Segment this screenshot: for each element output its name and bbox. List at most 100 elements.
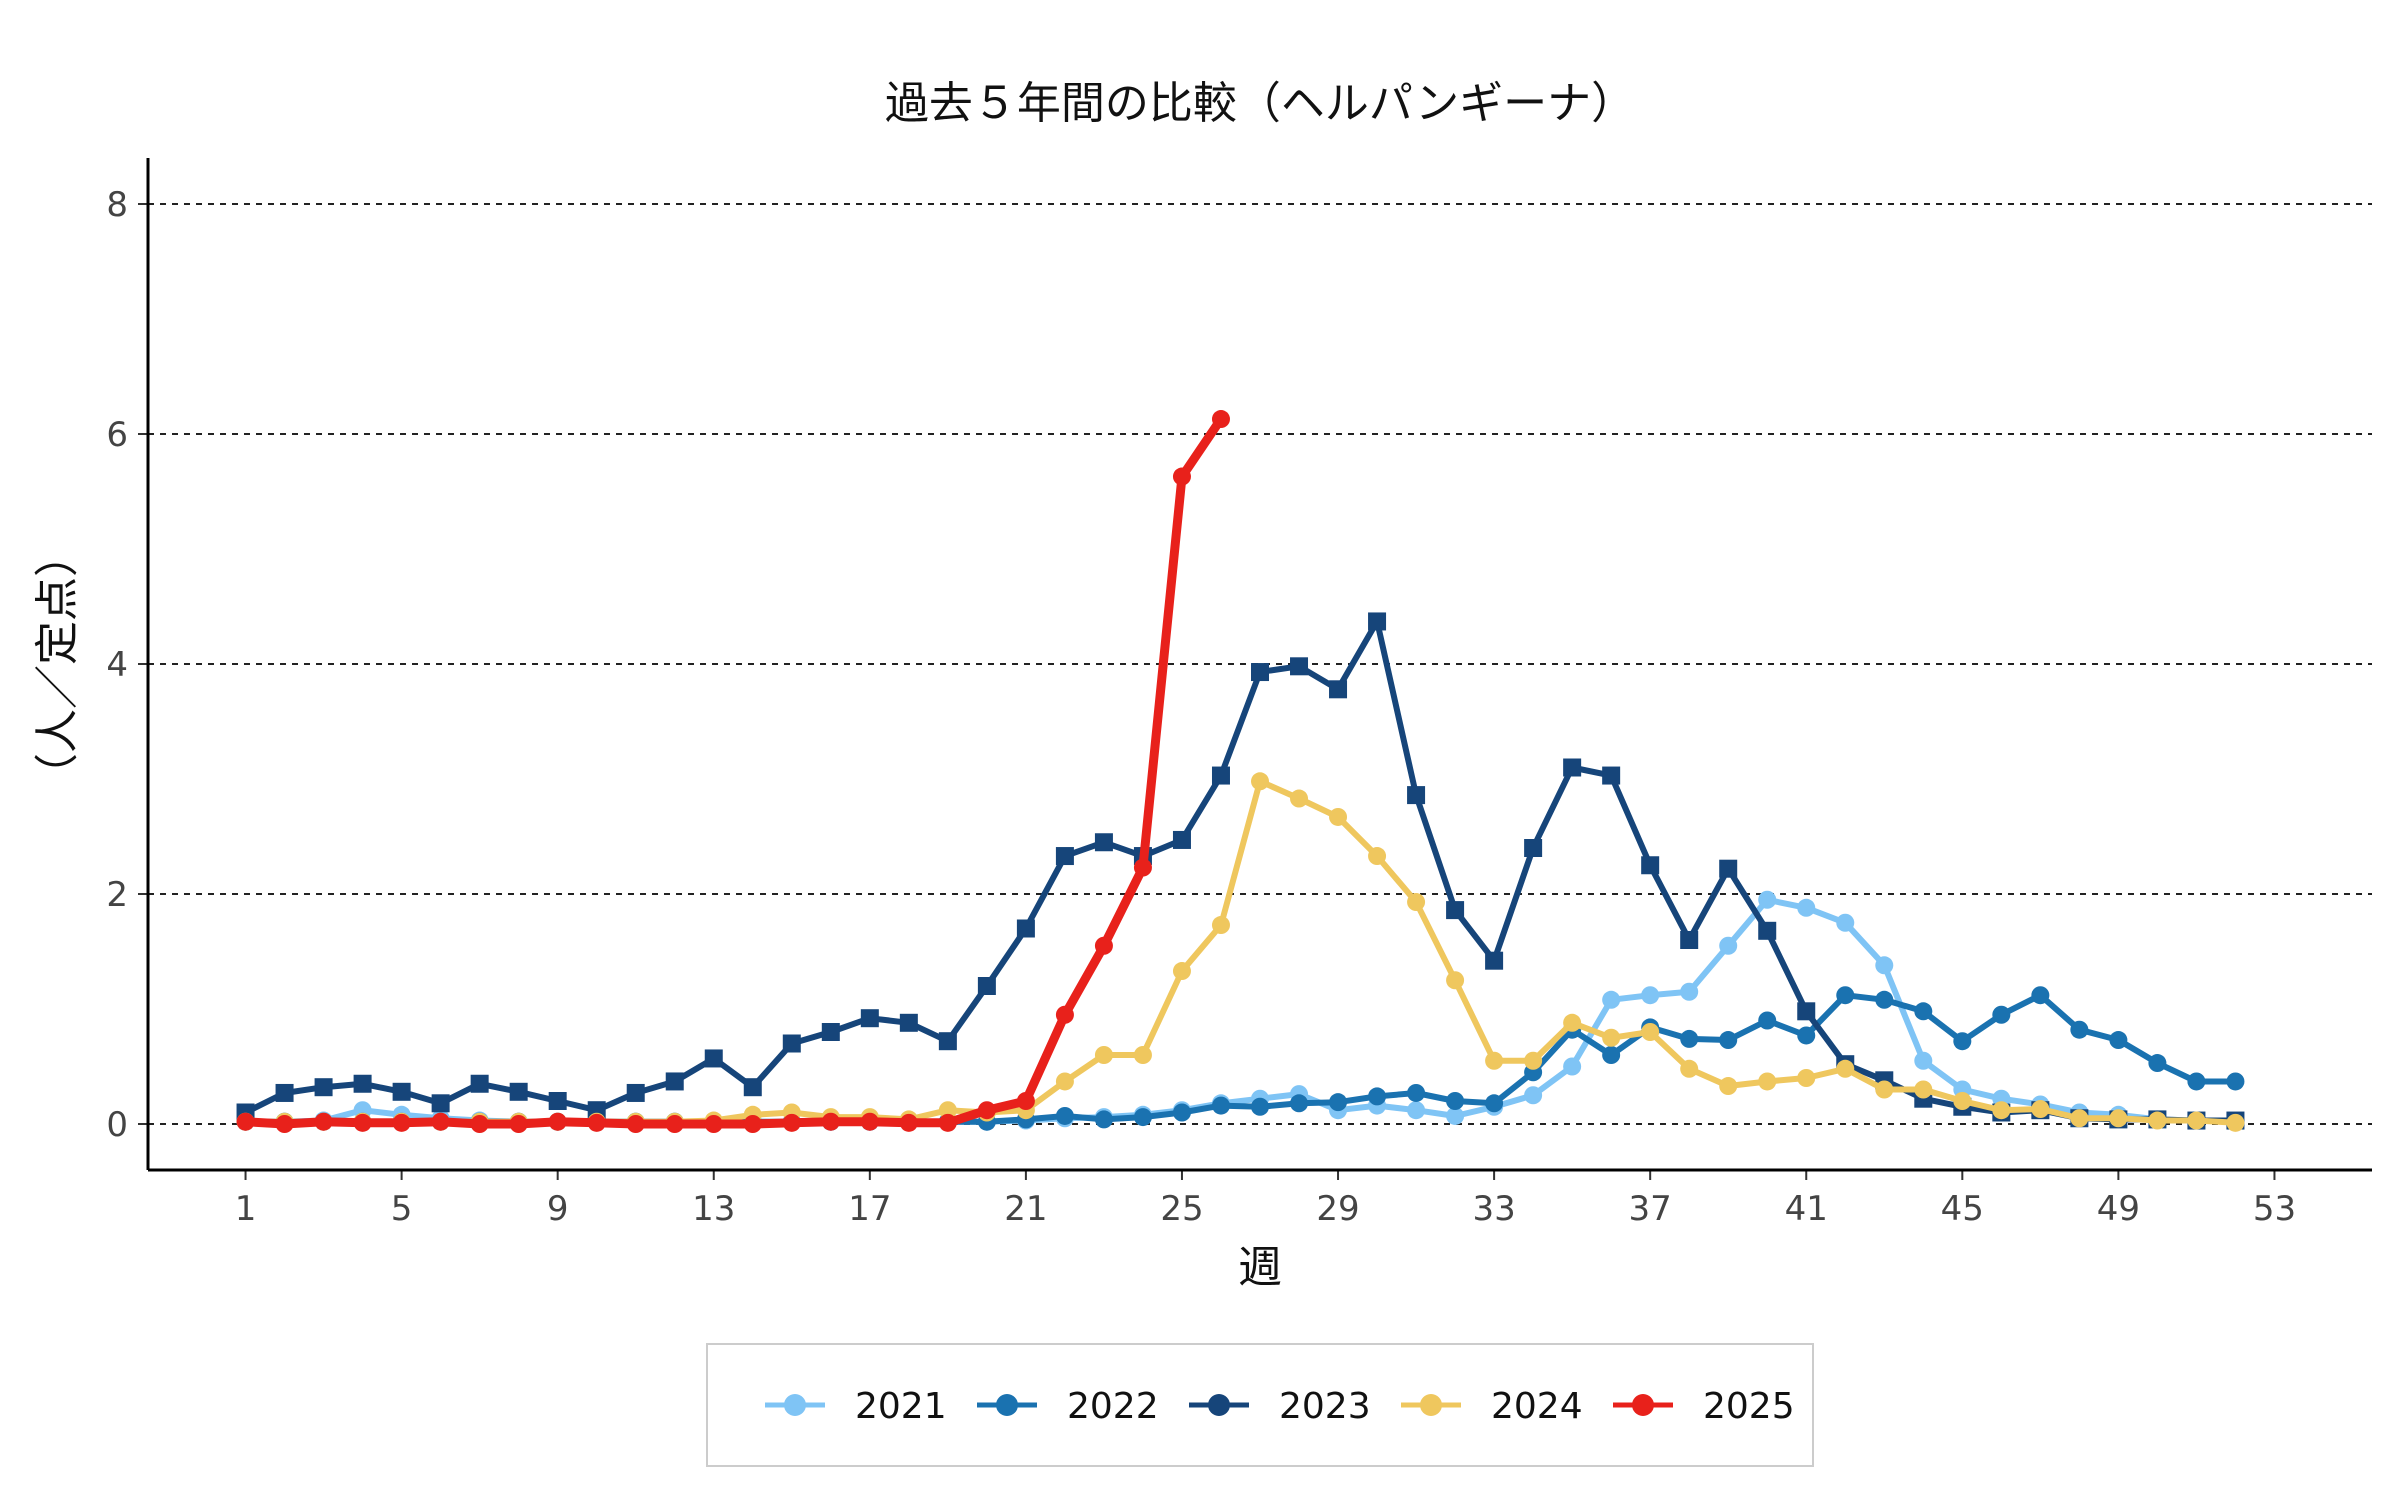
data-point-2021: [1641, 986, 1660, 1005]
x-tick-label: 29: [1316, 1189, 1359, 1229]
x-tick-label: 41: [1785, 1189, 1828, 1229]
data-point-2023: [314, 1078, 333, 1097]
data-point-2022: [2187, 1072, 2206, 1091]
data-point-2022: [1914, 1002, 1933, 1021]
data-point-2023: [509, 1082, 528, 1101]
data-point-2023: [1094, 833, 1113, 852]
data-point-2024: [938, 1101, 957, 1120]
data-point-2022: [1251, 1097, 1269, 1116]
data-point-2022: [1094, 1110, 1113, 1129]
data-point-2025: [314, 1112, 333, 1131]
data-point-2025: [1211, 410, 1230, 429]
data-point-2023: [548, 1092, 567, 1110]
data-point-2025: [743, 1115, 762, 1133]
x-axis-title: 週: [1238, 1242, 1282, 1293]
data-point-2024: [1133, 1046, 1152, 1064]
x-tick-label: 37: [1629, 1189, 1672, 1229]
legend-swatch-marker: [996, 1394, 1018, 1416]
legend-items: 2021 2022 2023 2024 2025: [765, 1386, 1795, 1427]
data-point-2025: [392, 1113, 411, 1132]
data-point-2025: [665, 1115, 684, 1133]
data-point-2024: [2148, 1111, 2167, 1130]
gridlines: [148, 203, 2372, 1125]
data-point-2023: [1016, 919, 1035, 938]
data-point-2025: [977, 1101, 996, 1120]
data-point-2023: [275, 1083, 294, 1102]
data-point-2025: [1016, 1092, 1035, 1110]
data-point-2025: [431, 1112, 450, 1131]
data-point-2022: [2109, 1031, 2128, 1050]
series-2022: [236, 986, 2245, 1131]
data-point-2023: [821, 1023, 840, 1041]
data-point-2021: [1602, 990, 1621, 1009]
data-point-2023: [704, 1049, 723, 1068]
data-point-2023: [431, 1094, 450, 1113]
legend-item-2021: 2021: [765, 1386, 947, 1427]
data-point-2023: [1797, 1002, 1816, 1021]
data-point-2024: [1602, 1028, 1621, 1047]
legend-swatch-marker: [1420, 1394, 1442, 1416]
data-point-2024: [1368, 847, 1387, 866]
data-point-2023: [1368, 612, 1387, 631]
data-point-2023: [392, 1082, 411, 1101]
data-point-2022: [2148, 1054, 2167, 1073]
data-point-2025: [1133, 858, 1152, 877]
series-2023: [236, 612, 2245, 1130]
data-point-2024: [1485, 1051, 1504, 1070]
series-layer: [236, 410, 2245, 1133]
data-point-2022: [1446, 1092, 1465, 1110]
data-point-2021: [1836, 913, 1855, 932]
data-point-2023: [626, 1083, 645, 1102]
data-point-2023: [1446, 901, 1465, 920]
data-point-2022: [1719, 1031, 1738, 1050]
data-point-2023: [899, 1013, 918, 1032]
data-point-2024: [1446, 971, 1465, 990]
data-point-2025: [275, 1115, 294, 1133]
data-point-2022: [1992, 1005, 2011, 1024]
legend-label: 2023: [1279, 1386, 1371, 1427]
data-point-2022: [1329, 1093, 1348, 1112]
data-point-2024: [2031, 1100, 2050, 1119]
data-point-2022: [2226, 1072, 2245, 1091]
data-point-2022: [1485, 1094, 1504, 1113]
data-point-2022: [2070, 1020, 2089, 1039]
data-point-2024: [1407, 893, 1426, 912]
legend-item-2024: 2024: [1401, 1386, 1583, 1427]
legend-label: 2025: [1703, 1386, 1795, 1427]
data-point-2021: [1719, 936, 1738, 955]
data-point-2023: [353, 1074, 372, 1093]
data-point-2022: [1797, 1026, 1816, 1045]
x-tick-label: 1: [235, 1189, 257, 1229]
data-point-2024: [2187, 1111, 2206, 1130]
data-point-2024: [1055, 1072, 1074, 1091]
data-point-2024: [1524, 1051, 1543, 1070]
x-tick-label: 33: [1472, 1189, 1515, 1229]
legend-item-2022: 2022: [977, 1386, 1159, 1427]
legend-label: 2024: [1491, 1386, 1583, 1427]
data-point-2025: [860, 1112, 879, 1131]
data-point-2022: [1875, 990, 1894, 1009]
data-point-2022: [1368, 1087, 1387, 1106]
x-tick-label: 25: [1160, 1189, 1203, 1229]
legend: 2021 2022 2023 2024 2025: [706, 1343, 1814, 1467]
x-tick-label: 9: [547, 1189, 569, 1229]
data-point-2023: [782, 1034, 801, 1053]
data-point-2025: [236, 1112, 255, 1131]
x-tick-label: 45: [1941, 1189, 1984, 1229]
data-point-2024: [1251, 772, 1269, 791]
data-point-2023: [1602, 766, 1621, 785]
chart-title: 過去５年間の比較（ヘルパンギーナ）: [885, 78, 1635, 129]
data-point-2023: [1485, 951, 1504, 970]
y-tick-label: 8: [106, 185, 128, 225]
data-point-2022: [1953, 1032, 1972, 1051]
data-point-2024: [1758, 1072, 1777, 1091]
data-point-2024: [2070, 1109, 2089, 1128]
data-point-2021: [1758, 890, 1777, 909]
y-tick-label: 6: [106, 415, 128, 455]
data-point-2023: [1524, 839, 1543, 857]
data-point-2021: [1914, 1051, 1933, 1070]
y-tick-label: 2: [106, 875, 128, 915]
data-point-2022: [1758, 1011, 1777, 1030]
tick-labels: 0 2 4 6 8 1 5 9 13 17 21 25 29 33 37 41 45 49 53: [106, 185, 2296, 1229]
